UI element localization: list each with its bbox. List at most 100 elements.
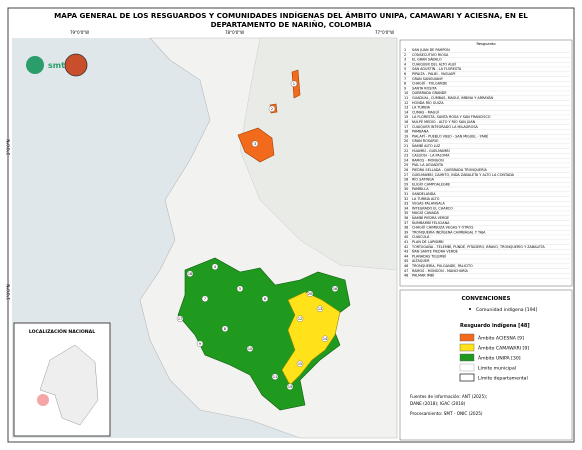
map-label: 19 — [288, 385, 292, 389]
label-marker — [201, 295, 209, 302]
map-label: 17 — [178, 317, 182, 321]
legend-item: Ámbito ACIESNA [9] — [478, 335, 524, 342]
resguardo-name: SANDELANDA — [412, 192, 436, 196]
row-number: 47 — [404, 269, 408, 273]
resguardo-name: ELIGÍO CAMPOALEGRE — [412, 181, 450, 186]
graticule-label: 2°0'0"N — [6, 139, 11, 155]
resguardo-name: PIPALTA - PALBÍ - YAGUAPÍ — [412, 71, 455, 76]
row-number: 13 — [404, 106, 408, 110]
row-number: 42 — [404, 245, 408, 249]
map-label: 14 — [323, 337, 327, 341]
resguardo-name: ÑAMBÍ PIEDRA VERDE — [412, 215, 449, 220]
row-number: 25 — [404, 163, 408, 167]
row-number: 32 — [404, 197, 408, 201]
row-number: 26 — [404, 168, 408, 172]
resguardo-name: SAN JUAN DE PAMPÓN — [412, 47, 450, 52]
resguardo-name: RÍO SATINGA — [412, 177, 435, 182]
legend-subtitle: Resguardo indígena [48] — [460, 322, 530, 329]
label-marker — [306, 290, 314, 297]
legend-item: Comunidad indígena [194] — [476, 306, 538, 313]
map-label: 7 — [204, 297, 206, 301]
row-number: 43 — [404, 250, 408, 254]
label-marker — [251, 140, 259, 147]
resguardo-name: TORTUGAÑA - TELEMBÍ, PUNDÉ, PITADERO, BR… — [411, 244, 545, 249]
row-number: 23 — [404, 154, 408, 158]
map-label: 18 — [188, 272, 192, 276]
resguardo-name: PIALAPÍ - PUEBLO VIEJO - SAN MIGUEL - YA… — [412, 133, 488, 138]
resguardo-name: TRONQUERÍA, PULGANDE, PALICITO — [411, 263, 473, 268]
label-marker — [331, 285, 339, 292]
label-marker — [261, 295, 269, 302]
label-marker — [186, 270, 194, 277]
row-number: 11 — [404, 96, 408, 100]
resguardo-name: CUMAS - MAGUÍ — [412, 109, 439, 114]
legend — [399, 289, 573, 441]
row-number: 37 — [404, 221, 408, 225]
resguardo-name: ÑAMBÍ ALTO LUZ — [412, 143, 441, 148]
resguardo-name: PLAN DE LAPISMBÍ — [412, 239, 444, 244]
row-number: 22 — [404, 149, 408, 153]
department — [239, 37, 398, 271]
row-number: 34 — [404, 206, 408, 210]
resguardo-name: GRAN ROSARIO — [412, 139, 439, 143]
row-number: 28 — [404, 178, 408, 182]
row-number: 36 — [404, 216, 408, 220]
resguardo-name: GUELMAMBÍ, CAIMITO, INDA ZABALETA Y ALTO… — [412, 172, 515, 177]
camawari-area — [281, 291, 341, 386]
legend-swatch — [459, 373, 475, 382]
map-label: 1 — [293, 82, 295, 86]
row-number: 27 — [404, 173, 408, 177]
resguardo-name: NULPE MEDIO - ALTO Y RÍO SAN JUAN — [412, 119, 476, 124]
legend-swatch — [459, 363, 475, 372]
row-number: 12 — [404, 101, 408, 105]
label-marker — [316, 305, 324, 312]
map-label: 5 — [239, 287, 241, 291]
row-number: 1 — [404, 48, 406, 52]
resguardo-name: SAN AGUSTÍN - LA FLORESTA — [412, 66, 462, 71]
resguardo-name: RAMOS - MONGÓN - MANCHURÍA — [412, 268, 469, 273]
resguardo-name: PIAL LA AGUADITA — [412, 163, 444, 167]
row-number: 15 — [404, 115, 408, 119]
colombia — [39, 344, 99, 426]
label-marker — [246, 345, 254, 352]
graticule-label: 77°0'0"W — [375, 30, 394, 35]
resguardo-name: GRAN SANGUIANY — [412, 77, 444, 81]
resguardo-name: CHAGÜÍ - PULGANDE — [412, 81, 447, 86]
label-marker — [296, 360, 304, 367]
resguardo-name: PLANADAS TELEMBÍ — [412, 253, 446, 258]
logo-text: smt — [48, 61, 65, 70]
row-number: 19 — [404, 134, 408, 138]
map-label: 11 — [273, 375, 277, 379]
source: DANE (2018); IGAC (2018) — [410, 401, 466, 406]
legend-item: Límite departamental — [478, 375, 528, 382]
resguardo-name: QUEBRADA GRANDE — [412, 91, 447, 95]
label-marker — [321, 335, 329, 342]
row-number: 39 — [404, 230, 408, 234]
row-number: 31 — [404, 192, 408, 196]
resguardo-name: PALMAR IMBÍ — [412, 273, 434, 278]
resguardo-name: GUADUAL, CUMBAS, MAGUÍ, IMBINA Y ARRAYÁN — [412, 95, 493, 100]
resguardo-name: CHAGÜÍ CHIMBUZA VEGAS Y OTROS — [412, 225, 473, 230]
resguardo-name: MAGÜÍ CANADÁ — [412, 210, 439, 215]
row-number: 2 — [404, 53, 406, 57]
row-number: 29 — [404, 182, 408, 186]
resguardo-name: VEGAS PALANGALA — [412, 202, 446, 206]
resguardo-name: CUAIQUER INTEGRADO LA MILAGROSA — [412, 125, 479, 129]
logo-icon — [26, 56, 44, 74]
resguardo-name: PIEDRA SELLADA - QUEBRADA TRONQUERÍA — [412, 167, 488, 172]
map-label: 12 — [298, 317, 302, 321]
label-marker — [296, 315, 304, 322]
legend-swatch — [459, 353, 475, 362]
row-number: 45 — [404, 259, 408, 263]
row-number: 20 — [404, 139, 408, 143]
row-number: 33 — [404, 202, 408, 206]
resguardo-name: HONDA RÍO GUIZA — [412, 100, 444, 105]
map-label: 4 — [214, 265, 216, 269]
graticule-label: 79°0'0"W — [70, 30, 89, 35]
graticule-label: 78°0'0"W — [225, 30, 244, 35]
map-label: 16 — [333, 287, 337, 291]
resguardo-name: HUAMBÍ - GUELMAMBÍ — [412, 148, 450, 153]
row-number: 17 — [404, 125, 408, 129]
